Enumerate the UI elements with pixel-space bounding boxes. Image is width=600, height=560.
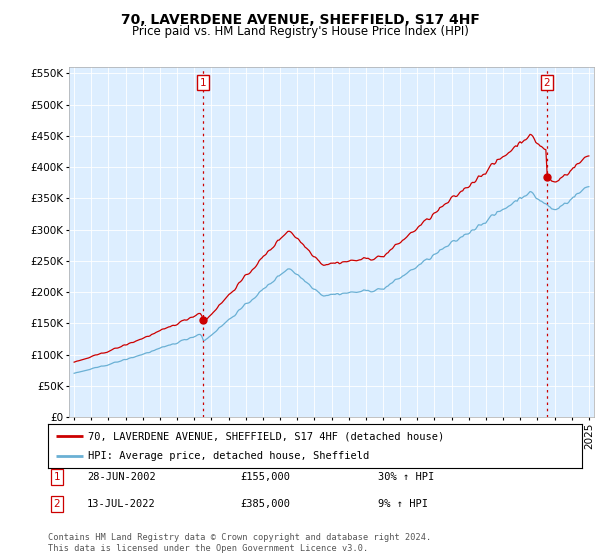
Text: 30% ↑ HPI: 30% ↑ HPI: [378, 472, 434, 482]
Text: 2: 2: [53, 499, 61, 509]
Text: 9% ↑ HPI: 9% ↑ HPI: [378, 499, 428, 509]
Text: 13-JUL-2022: 13-JUL-2022: [87, 499, 156, 509]
Text: 1: 1: [53, 472, 61, 482]
Text: Price paid vs. HM Land Registry's House Price Index (HPI): Price paid vs. HM Land Registry's House …: [131, 25, 469, 38]
Text: 70, LAVERDENE AVENUE, SHEFFIELD, S17 4HF: 70, LAVERDENE AVENUE, SHEFFIELD, S17 4HF: [121, 13, 479, 27]
Text: HPI: Average price, detached house, Sheffield: HPI: Average price, detached house, Shef…: [88, 451, 370, 461]
Text: Contains HM Land Registry data © Crown copyright and database right 2024.
This d: Contains HM Land Registry data © Crown c…: [48, 533, 431, 553]
Text: 2: 2: [544, 78, 550, 88]
Text: 70, LAVERDENE AVENUE, SHEFFIELD, S17 4HF (detached house): 70, LAVERDENE AVENUE, SHEFFIELD, S17 4HF…: [88, 431, 444, 441]
Text: £155,000: £155,000: [240, 472, 290, 482]
Text: 1: 1: [199, 78, 206, 88]
Text: £385,000: £385,000: [240, 499, 290, 509]
Text: 28-JUN-2002: 28-JUN-2002: [87, 472, 156, 482]
